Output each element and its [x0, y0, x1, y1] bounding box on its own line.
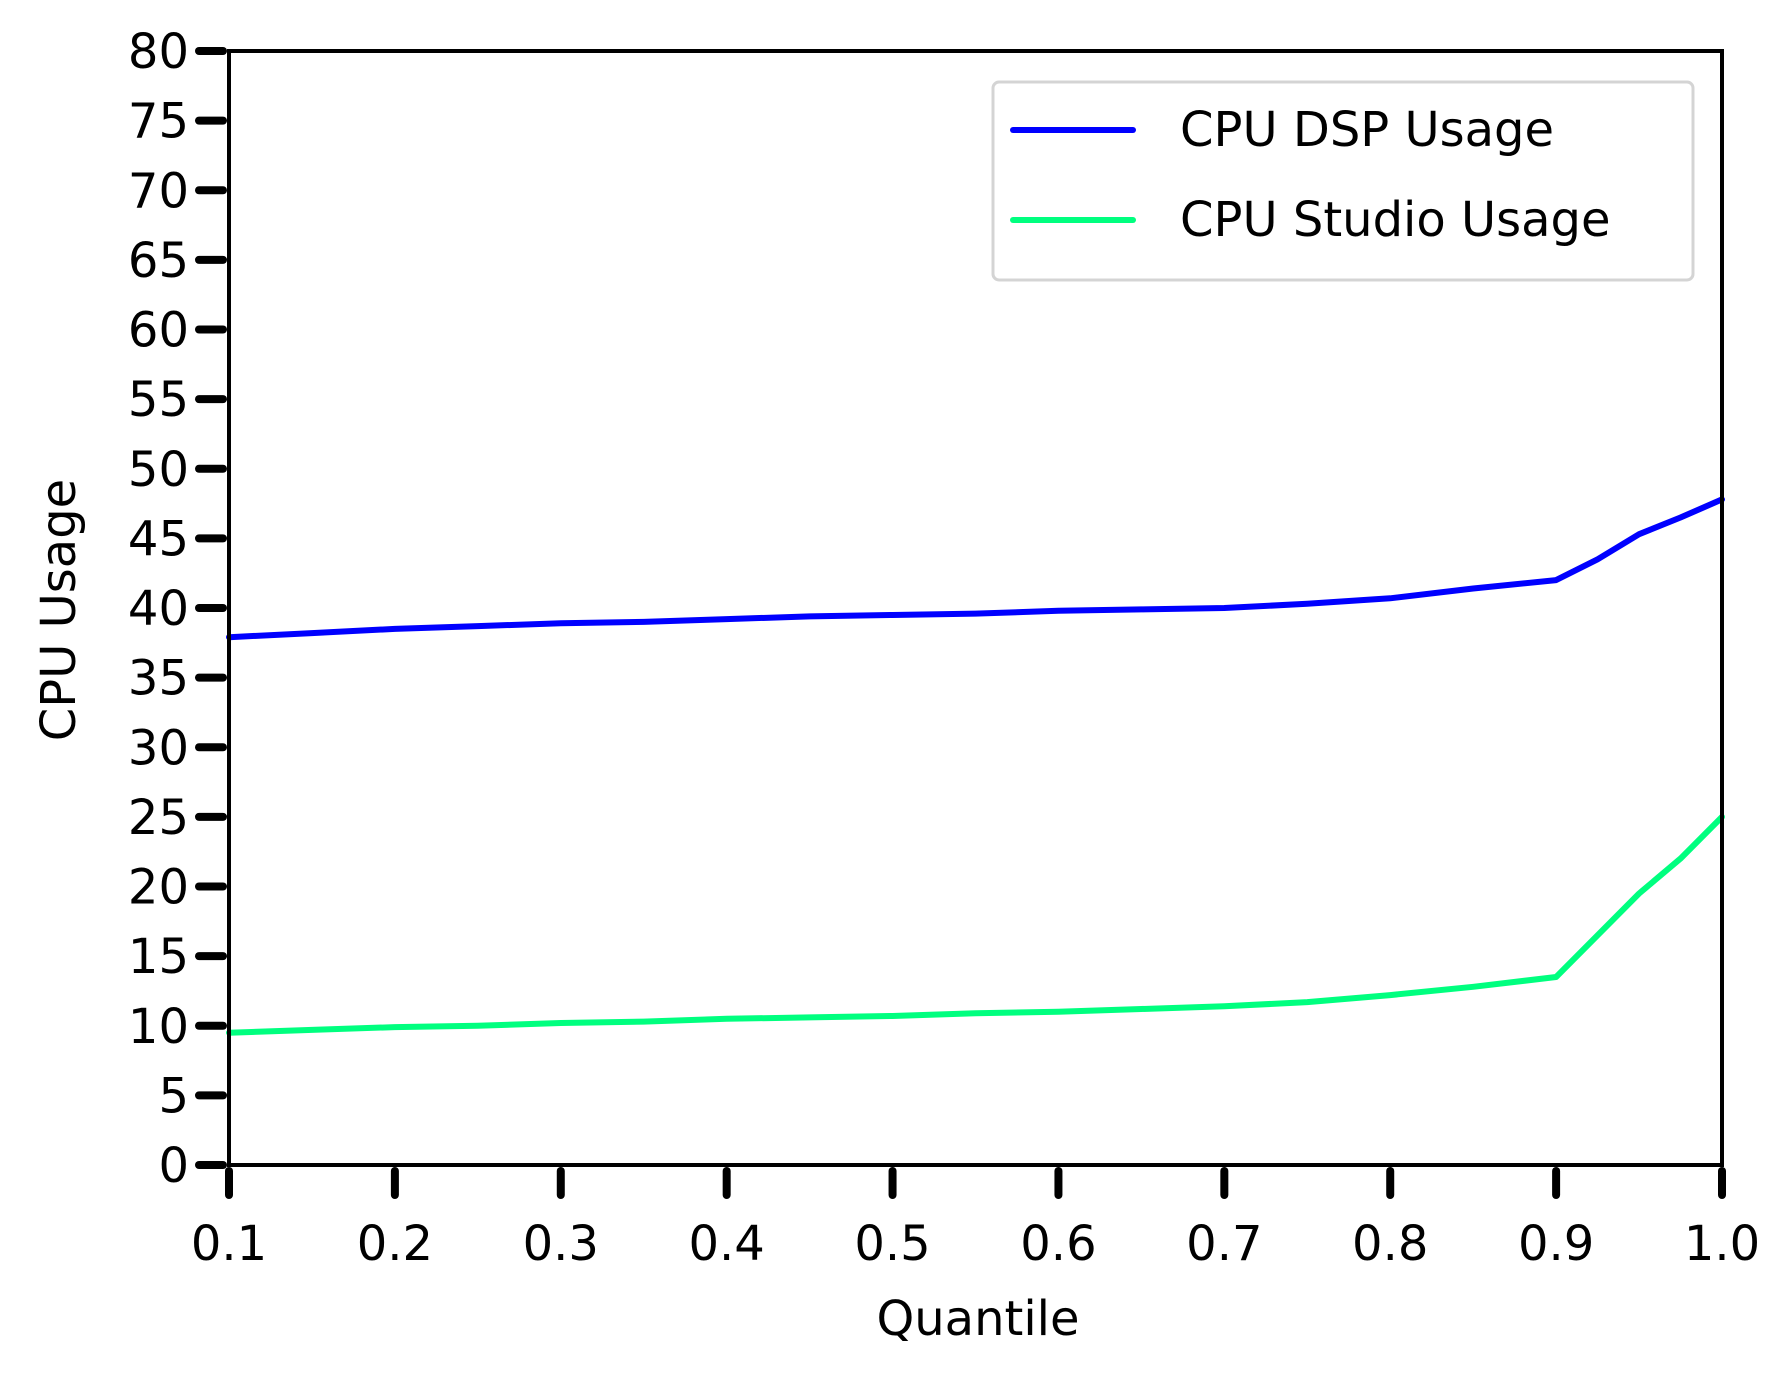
y-tick-label-3: 15 [128, 929, 189, 985]
y-tick-label-16: 80 [128, 24, 189, 80]
x-tick-label-1: 0.2 [357, 1216, 433, 1272]
legend-label-dsp: CPU DSP Usage [1180, 102, 1554, 158]
legend-box [991, 80, 1695, 282]
x-tick-label-6: 0.7 [1186, 1216, 1262, 1272]
axes-frame [227, 49, 1724, 1167]
y-tick-label-6: 30 [128, 720, 189, 776]
y-tick-label-5: 25 [128, 790, 189, 846]
y-tick-label-12: 60 [128, 303, 189, 359]
x-tick-label-5: 0.6 [1020, 1216, 1096, 1272]
x-axis-label: Quantile [876, 1291, 1079, 1347]
y-tick-label-10: 50 [128, 442, 189, 498]
x-tick-label-0: 0.1 [191, 1216, 267, 1272]
x-tick-label-7: 0.8 [1352, 1216, 1428, 1272]
series-line-1 [226, 813, 1725, 1036]
legend: CPU DSP Usage CPU Studio Usage [991, 80, 1695, 282]
y-tick-label-15: 75 [128, 94, 189, 150]
y-tick-label-8: 40 [128, 581, 189, 637]
series-line-0 [226, 496, 1725, 641]
y-axis: 0 5 10 15 20 25 30 35 40 45 50 55 60 65 70 75 80 [128, 24, 227, 1194]
x-tick-label-4: 0.5 [854, 1216, 930, 1272]
y-tick-label-4: 20 [128, 860, 189, 916]
y-tick-label-0: 0 [158, 1138, 189, 1194]
x-tick-label-8: 0.9 [1518, 1216, 1594, 1272]
y-tick-label-2: 10 [128, 999, 189, 1055]
legend-label-studio: CPU Studio Usage [1180, 192, 1611, 248]
x-tick-label-9: 1.0 [1684, 1216, 1760, 1272]
y-tick-label-9: 45 [128, 511, 189, 567]
y-tick-label-7: 35 [128, 651, 189, 707]
x-axis: 0.1 0.2 0.3 0.4 0.5 0.6 0.7 0.8 0.9 1.0 [191, 1167, 1760, 1272]
y-axis-label: CPU Usage [31, 479, 87, 741]
y-tick-label-11: 55 [128, 372, 189, 428]
x-tick-label-3: 0.4 [688, 1216, 764, 1272]
x-tick-label-2: 0.3 [523, 1216, 599, 1272]
y-tick-label-13: 65 [128, 233, 189, 289]
y-tick-label-14: 70 [128, 163, 189, 219]
series-layer [226, 496, 1725, 1036]
plot-frame [227, 49, 1724, 1167]
y-tick-label-1: 5 [158, 1068, 189, 1124]
